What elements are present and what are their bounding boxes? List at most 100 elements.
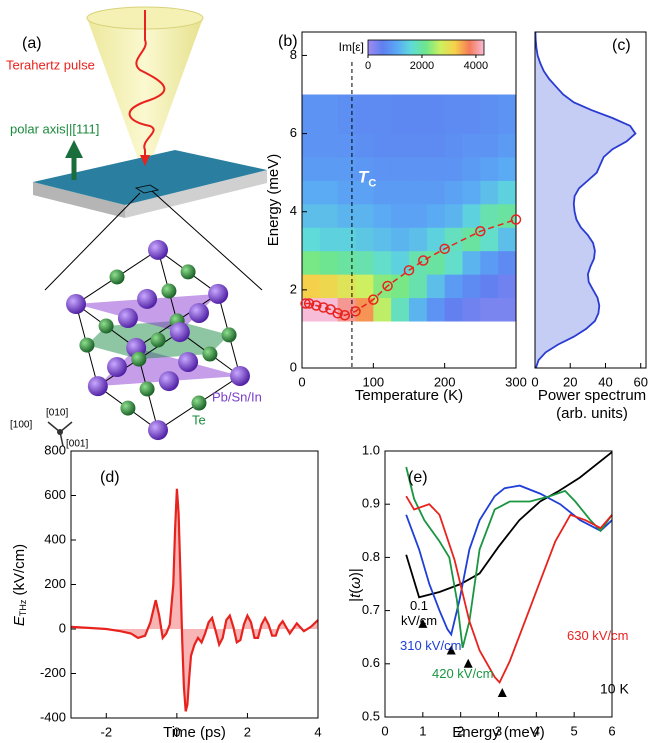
heat-cell	[498, 94, 517, 134]
pulse-label: Terahertz pulse	[6, 57, 95, 72]
tc-label-sub: C	[368, 177, 376, 189]
x-tick-label: 1	[419, 723, 426, 738]
y-tick-label: 200	[44, 576, 66, 591]
plot-frame	[301, 31, 517, 369]
heat-cell	[426, 180, 446, 205]
heat-cell	[373, 250, 392, 275]
heat-cell	[462, 297, 481, 322]
heat-cell	[337, 133, 356, 158]
y-tick-label: 0.6	[362, 655, 380, 670]
heat-cell	[480, 274, 499, 299]
cation-atom	[137, 288, 158, 309]
min-marker	[497, 688, 507, 698]
y-tick-label: 0.5	[362, 708, 380, 723]
data-point	[303, 298, 315, 309]
colorbar-label: Im[ε]	[339, 40, 364, 54]
heat-cell	[355, 297, 374, 322]
heat-cell	[391, 250, 410, 275]
heat-cell	[337, 250, 356, 275]
min-marker	[463, 658, 473, 668]
x-axis-label: Power spectrum	[538, 387, 646, 404]
x-tick-label: 0	[531, 374, 538, 389]
heat-cell	[373, 227, 392, 252]
heat-cell	[337, 180, 356, 205]
heat-cell	[444, 133, 463, 158]
heat-cell	[302, 157, 321, 181]
series-label: 310 kV/cm	[400, 638, 462, 653]
heat-cell	[462, 274, 481, 299]
y-axis-label-units: (kV/cm)	[11, 544, 28, 600]
x-tick-label: 100	[362, 374, 384, 389]
heat-cell	[498, 133, 517, 158]
heat-cell	[391, 157, 410, 181]
heat-cell	[462, 180, 481, 205]
anion-atom	[221, 327, 237, 343]
y-axis-label: |t(ω)|	[347, 568, 364, 602]
anion-label: Te	[192, 412, 206, 427]
y-tick-label: 0.9	[362, 496, 380, 511]
data-point	[300, 298, 311, 309]
x-tick-label: 4	[533, 723, 540, 738]
data-point	[418, 255, 429, 266]
y-tick-label: 0.7	[362, 602, 380, 617]
y-tick-label: 6	[290, 125, 297, 140]
heat-cell	[319, 157, 339, 181]
cation-atom	[229, 365, 250, 386]
heat-cell	[391, 227, 410, 252]
data-point	[475, 226, 486, 237]
y-tick-label: -400	[40, 709, 66, 724]
waveform-fill	[71, 488, 318, 712]
anion-atom	[79, 337, 95, 353]
heat-cell	[444, 157, 463, 181]
cation-atom	[169, 322, 190, 343]
y-tick-label: 2	[290, 281, 297, 296]
data-point	[368, 294, 379, 305]
heat-cell	[409, 227, 428, 252]
anion-atom	[161, 283, 177, 299]
colorbar-tick-label: 2000	[410, 60, 434, 72]
heat-cell	[391, 94, 410, 134]
cation-atom	[66, 294, 87, 315]
y-tick-label: 8	[290, 47, 297, 62]
heat-cell	[444, 203, 463, 228]
heat-cell	[391, 203, 410, 228]
panel-label: (b)	[278, 33, 298, 50]
heat-cell	[498, 274, 517, 299]
x-tick-label: 0	[298, 374, 305, 389]
data-point	[318, 302, 329, 313]
waveform-line	[70, 488, 319, 712]
data-point	[311, 300, 322, 311]
heat-cell	[480, 180, 499, 205]
heat-cell	[302, 227, 321, 252]
heat-cell	[355, 250, 374, 275]
y-axis-label-part: |	[347, 598, 364, 602]
pulse-arrowhead	[140, 155, 150, 166]
x-tick-label: 4	[314, 724, 321, 739]
heat-cell	[498, 227, 517, 252]
slab-side	[125, 170, 267, 218]
heat-cell	[498, 180, 517, 205]
heat-cell	[409, 133, 428, 158]
heat-cell	[302, 203, 321, 228]
anion-atom	[109, 269, 125, 285]
heat-cell	[480, 157, 499, 181]
cation-atom	[87, 376, 108, 397]
y-tick-label: 0	[290, 359, 297, 374]
heat-cell	[355, 274, 374, 299]
zoom-line	[151, 190, 263, 291]
y-axis-label-part: t	[347, 593, 364, 598]
y-axis-label-part: )|	[347, 568, 364, 577]
heat-cell	[337, 274, 356, 299]
heat-cell	[302, 180, 321, 205]
x-axis-label: Temperature (K)	[355, 387, 463, 404]
heat-cell	[355, 94, 374, 134]
x-tick-label: 5	[571, 723, 578, 738]
probe-area	[134, 184, 160, 194]
heat-cell	[337, 203, 356, 228]
heat-cell	[337, 157, 356, 181]
heat-cell	[391, 133, 410, 158]
anion-atom	[150, 332, 166, 348]
heat-cell	[391, 274, 410, 299]
series-label: 420 kV/cm	[432, 666, 494, 681]
